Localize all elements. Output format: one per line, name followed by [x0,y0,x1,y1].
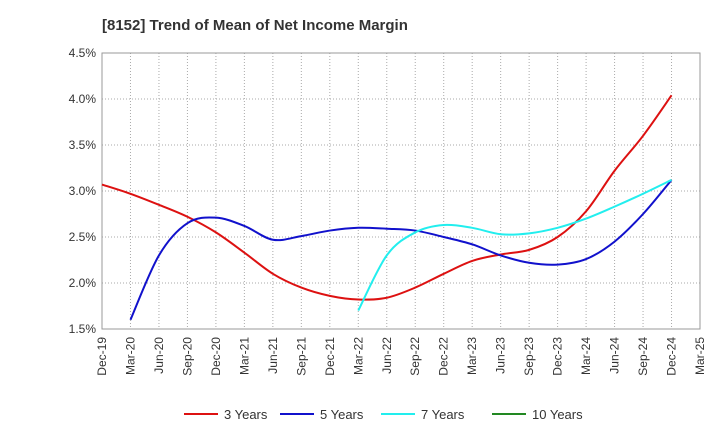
x-tick-label: Sep-21 [294,337,308,376]
x-tick-label: Dec-24 [665,337,679,376]
x-tick-label: Dec-22 [437,337,451,376]
series-line-7-years [357,179,672,312]
x-tick-label: Sep-22 [408,337,422,376]
x-tick-label: Dec-19 [95,337,109,376]
x-tick-label: Dec-21 [323,337,337,376]
y-tick-label: 4.5% [69,46,97,60]
x-tick-label: Mar-22 [351,337,365,375]
plot-area [101,52,701,330]
x-axis-ticks: Dec-19 Mar-20 Jun-20 Sep-20 Dec-20 Mar-21 Jun-… [95,337,707,376]
y-axis-ticks: 1.5% 2.0% 2.5% 3.0% 3.5% 4.0% 4.5% [69,46,97,336]
x-tick-label: Dec-20 [209,337,223,376]
series-lines [101,94,673,321]
x-tick-label: Jun-20 [152,337,166,374]
series-line-5-years [129,179,673,321]
grid [102,53,700,329]
x-tick-label: Sep-24 [636,337,650,376]
y-tick-label: 2.5% [69,230,97,244]
legend: 3 Years 5 Years 7 Years 10 Years [184,407,583,422]
chart-title: [8152] Trend of Mean of Net Income Margi… [102,17,408,34]
x-tick-label: Mar-23 [465,337,479,375]
x-tick-label: Mar-20 [123,337,137,375]
x-tick-label: Dec-23 [551,337,565,376]
y-tick-label: 3.5% [69,138,97,152]
legend-label-3-years: 3 Years [224,407,268,422]
series-line-3-years [101,94,673,301]
x-tick-label: Jun-22 [380,337,394,374]
y-tick-label: 2.0% [69,276,97,290]
x-tick-label: Jun-21 [266,337,280,374]
y-tick-label: 1.5% [69,322,97,336]
x-tick-label: Mar-24 [579,337,593,375]
y-tick-label: 4.0% [69,92,97,106]
legend-label-5-years: 5 Years [320,407,364,422]
x-tick-label: Jun-23 [494,337,508,374]
x-tick-label: Sep-23 [522,337,536,376]
legend-label-7-years: 7 Years [421,407,465,422]
legend-label-10-years: 10 Years [532,407,583,422]
x-tick-label: Jun-24 [608,337,622,374]
x-tick-label: Mar-21 [237,337,251,375]
x-tick-label: Sep-20 [180,337,194,376]
x-tick-label: Mar-25 [693,337,707,375]
y-tick-label: 3.0% [69,184,97,198]
